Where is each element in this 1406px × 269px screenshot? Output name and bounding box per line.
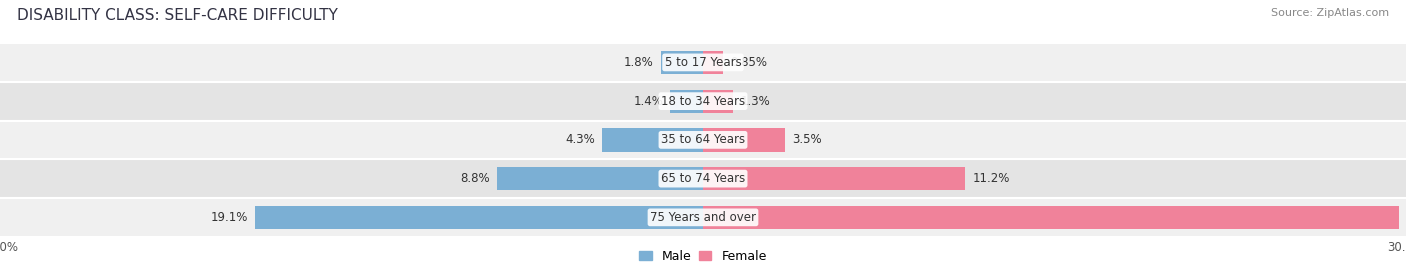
Bar	[703, 128, 785, 151]
Bar	[0, 121, 1406, 159]
Text: 8.8%: 8.8%	[460, 172, 489, 185]
Text: DISABILITY CLASS: SELF-CARE DIFFICULTY: DISABILITY CLASS: SELF-CARE DIFFICULTY	[17, 8, 337, 23]
Text: 19.1%: 19.1%	[211, 211, 249, 224]
Bar	[703, 90, 734, 113]
Legend: Male, Female: Male, Female	[640, 250, 766, 263]
Bar	[0, 198, 1406, 237]
Text: 0.85%: 0.85%	[730, 56, 766, 69]
Bar	[0, 82, 1406, 121]
Bar	[661, 51, 703, 74]
Text: 75 Years and over: 75 Years and over	[650, 211, 756, 224]
Bar	[703, 51, 723, 74]
Text: 1.4%: 1.4%	[633, 95, 664, 108]
Text: 5 to 17 Years: 5 to 17 Years	[665, 56, 741, 69]
Bar	[703, 167, 966, 190]
Text: 1.8%: 1.8%	[624, 56, 654, 69]
Bar	[256, 206, 703, 229]
Text: 35 to 64 Years: 35 to 64 Years	[661, 133, 745, 146]
Text: 4.3%: 4.3%	[565, 133, 595, 146]
Text: 1.3%: 1.3%	[741, 95, 770, 108]
Bar	[496, 167, 703, 190]
Text: 65 to 74 Years: 65 to 74 Years	[661, 172, 745, 185]
Bar	[703, 206, 1399, 229]
Bar	[0, 159, 1406, 198]
Text: 3.5%: 3.5%	[792, 133, 821, 146]
Text: 11.2%: 11.2%	[973, 172, 1010, 185]
Bar	[671, 90, 703, 113]
Text: Source: ZipAtlas.com: Source: ZipAtlas.com	[1271, 8, 1389, 18]
Text: 18 to 34 Years: 18 to 34 Years	[661, 95, 745, 108]
Bar	[602, 128, 703, 151]
Bar	[0, 43, 1406, 82]
